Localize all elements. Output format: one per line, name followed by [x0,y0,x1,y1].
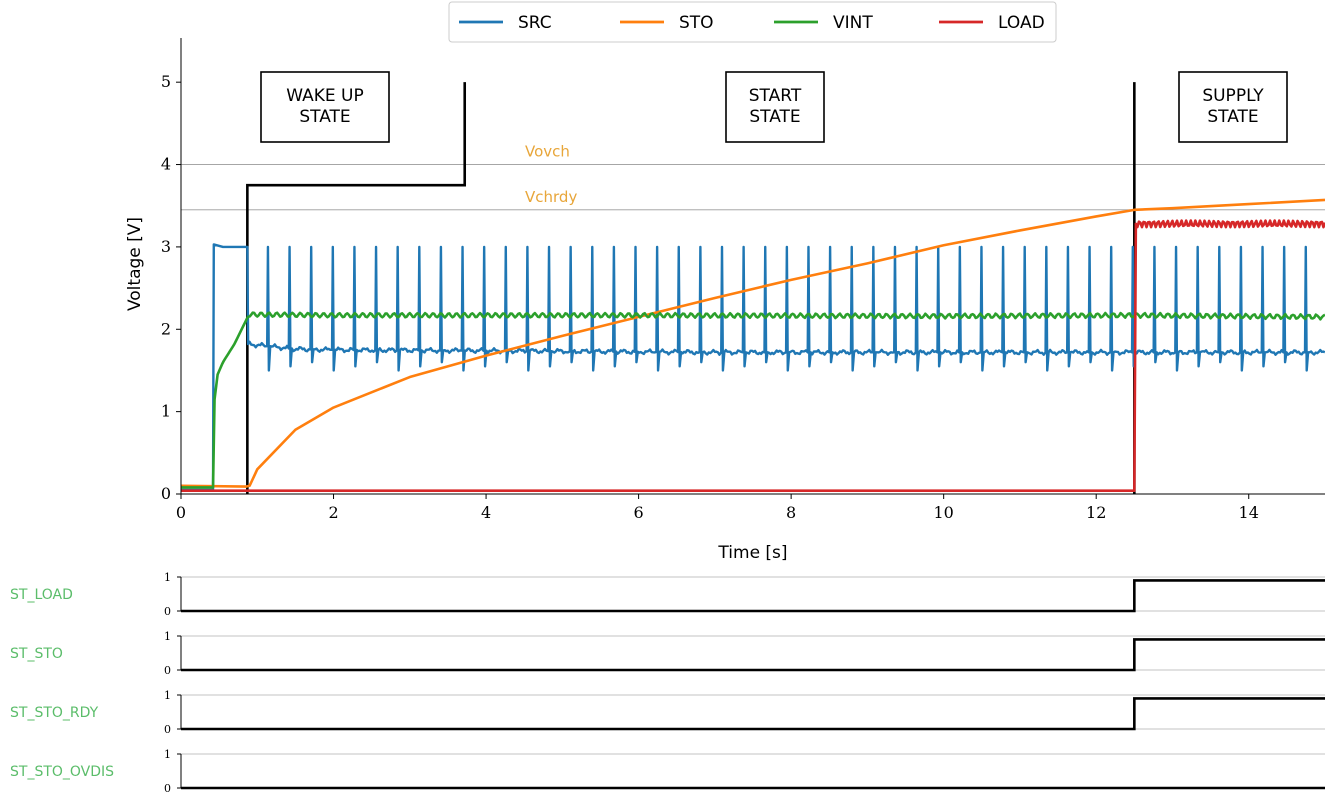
series-line-load [181,219,1325,493]
status-panel-st-sto: 1 0 ST_STO [10,630,1325,677]
state-box-frame [1178,71,1288,143]
y-tick-label: 4 [161,155,171,174]
state-box-frame [260,71,390,143]
y-tick-label: 1 [161,402,171,421]
status-panel-st-sto-ovdis: 1 0 ST_STO_OVDIS [10,748,1325,794]
state-box-label: START [749,86,802,106]
status-panels: 1 0 ST_LOAD 1 0 ST_STO 1 0 ST_STO_RDY 1 0 ST_STO_OV… [10,571,1325,794]
state-box-label: STATE [749,107,800,127]
panel-tick-label: 0 [164,605,171,618]
legend-label: VINT [833,13,873,33]
y-axis-label: Voltage [V] [125,217,145,311]
legend-label: SRC [518,13,552,33]
y-tick-label: 5 [161,72,171,91]
status-panel-st-load: 1 0 ST_LOAD [10,571,1325,618]
panel-tick-label: 0 [164,782,171,794]
panel-tick-label: 0 [164,664,171,677]
panel-tick-label: 1 [164,689,171,702]
y-tick-label: 3 [161,237,171,256]
x-tick-label: 10 [933,503,953,522]
legend-entry-sto: STO [620,13,714,33]
state-box-label: WAKE UP [286,86,364,106]
legend-entry-load: LOAD [939,13,1045,33]
panel-tick-label: 1 [164,571,171,584]
series-line-sto [181,198,1325,488]
x-tick-label: 2 [328,503,338,522]
panel-tick-label: 1 [164,748,171,761]
threshold-label-vovch: Vovch [525,143,570,161]
x-tick-label: 14 [1239,503,1259,522]
state-box-label: STATE [299,107,350,127]
state-trace-line [246,82,467,494]
x-tick-label: 4 [481,503,491,522]
legend: SRC STO VINT LOAD [448,1,1057,43]
legend-label: LOAD [998,13,1045,33]
legend-entry-vint: VINT [774,13,873,33]
x-tick-label: 12 [1086,503,1106,522]
panel-label: ST_STO_OVDIS [10,764,114,780]
state-box-frame [725,71,825,143]
panel-tick-label: 0 [164,723,171,736]
panel-label: ST_STO_RDY [10,705,99,721]
y-tick-label: 0 [161,484,171,503]
threshold-label-vchrdy: Vchrdy [525,188,577,206]
panel-label: ST_LOAD [10,587,73,603]
panel-signal-line [181,579,1325,613]
x-axis-label: Time [s] [717,543,787,563]
series-lines [181,198,1325,493]
x-tick-label: 6 [634,503,644,522]
threshold-lines: Vovch Vchrdy [181,143,1325,211]
state-box-label: SUPPLY [1202,86,1264,106]
panel-signal-line [181,697,1325,731]
legend-entry-src: SRC [459,13,552,33]
status-panel-st-sto-rdy: 1 0 ST_STO_RDY [10,689,1325,736]
legend-frame [448,1,1057,43]
state-box-label: STATE [1207,107,1258,127]
x-tick-label: 8 [786,503,796,522]
y-tick-label: 2 [161,319,171,338]
legend-label: STO [679,13,714,33]
x-tick-label: 0 [176,503,186,522]
panel-label: ST_STO [10,646,63,662]
series-line-src [181,243,1325,492]
panel-signal-line [181,638,1325,672]
panel-tick-label: 1 [164,630,171,643]
